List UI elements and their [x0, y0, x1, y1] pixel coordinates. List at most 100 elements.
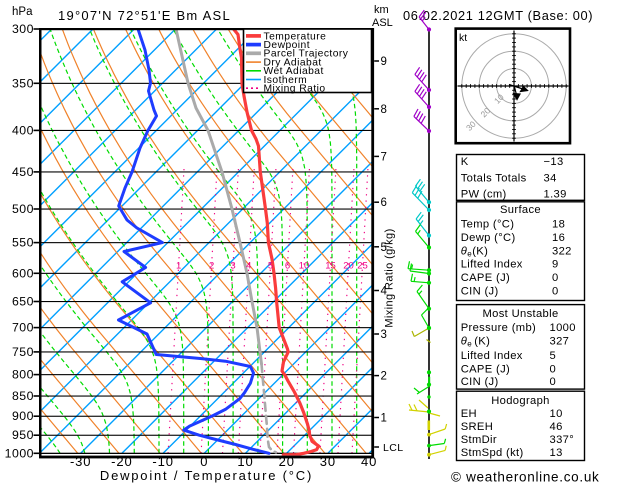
svg-text:300: 300: [12, 22, 34, 36]
svg-text:400: 400: [12, 123, 34, 137]
svg-text:3: 3: [230, 261, 235, 272]
svg-text:Dry Adiabat: Dry Adiabat: [264, 58, 322, 69]
svg-text:Temp (°C): Temp (°C): [461, 219, 515, 231]
svg-text:CAPE (J): CAPE (J): [461, 272, 510, 284]
svg-text:06.02.2021 12GMT (Base: 00): 06.02.2021 12GMT (Base: 00): [403, 8, 593, 23]
svg-text:46: 46: [550, 421, 563, 433]
svg-text:13: 13: [550, 447, 563, 459]
svg-text:e: e: [467, 249, 472, 258]
svg-text:350: 350: [12, 76, 34, 90]
svg-text:Dewp (°C): Dewp (°C): [461, 232, 516, 244]
svg-text:327: 327: [550, 335, 570, 347]
svg-text:(K): (K): [472, 245, 488, 257]
svg-text:0: 0: [550, 376, 557, 388]
svg-text:8: 8: [381, 104, 387, 116]
svg-text:40: 40: [361, 454, 377, 469]
svg-text:ASL: ASL: [372, 17, 393, 29]
svg-text:Lifted Index: Lifted Index: [461, 259, 523, 271]
svg-text:1000: 1000: [550, 322, 576, 334]
svg-text:0: 0: [550, 364, 557, 376]
svg-text:-20: -20: [111, 454, 133, 469]
svg-text:7: 7: [381, 151, 387, 163]
svg-text:500: 500: [12, 202, 34, 216]
svg-text:CIN (J): CIN (J): [461, 376, 499, 388]
svg-text:0: 0: [200, 454, 208, 469]
svg-text:16: 16: [552, 232, 565, 244]
svg-text:600: 600: [12, 266, 34, 280]
svg-text:Wet Adiabat: Wet Adiabat: [264, 66, 324, 77]
svg-text:1: 1: [381, 413, 387, 425]
svg-text:PW (cm): PW (cm): [461, 188, 507, 200]
svg-text:(K): (K): [474, 335, 490, 347]
svg-text:-10: -10: [152, 454, 174, 469]
svg-text:550: 550: [12, 236, 34, 250]
svg-text:0: 0: [552, 285, 559, 297]
svg-text:20: 20: [343, 261, 354, 272]
svg-text:5: 5: [381, 242, 387, 254]
svg-text:e: e: [467, 339, 472, 348]
svg-text:0: 0: [552, 272, 559, 284]
svg-text:K: K: [461, 156, 469, 168]
svg-text:Most Unstable: Most Unstable: [482, 308, 558, 320]
svg-text:2: 2: [209, 261, 214, 272]
svg-text:6: 6: [381, 197, 387, 209]
svg-text:SREH: SREH: [461, 421, 493, 433]
svg-text:Temperature: Temperature: [264, 31, 327, 42]
svg-text:−13: −13: [544, 156, 564, 168]
svg-text:Surface: Surface: [500, 204, 541, 216]
svg-text:km: km: [374, 4, 389, 16]
svg-text:10: 10: [299, 261, 310, 272]
svg-text:9: 9: [381, 56, 387, 68]
svg-text:450: 450: [12, 165, 34, 179]
svg-text:25: 25: [357, 261, 368, 272]
svg-text:30: 30: [320, 454, 336, 469]
svg-text:LCL: LCL: [383, 442, 403, 454]
svg-text:StmSpd (kt): StmSpd (kt): [461, 447, 524, 459]
svg-text:15: 15: [325, 261, 336, 272]
svg-text:5: 5: [268, 261, 273, 272]
svg-text:18: 18: [552, 219, 565, 231]
svg-text:Mixing Ratio: Mixing Ratio: [264, 84, 326, 95]
svg-text:6: 6: [285, 261, 290, 272]
svg-text:Lifted Index: Lifted Index: [461, 350, 523, 362]
svg-text:700: 700: [12, 321, 34, 335]
svg-text:1.39: 1.39: [544, 188, 567, 200]
svg-text:1: 1: [176, 261, 181, 272]
svg-text:9: 9: [552, 259, 559, 271]
svg-text:EH: EH: [461, 408, 477, 420]
svg-text:800: 800: [12, 368, 34, 382]
svg-text:-30: -30: [70, 454, 92, 469]
svg-text:2: 2: [381, 371, 387, 383]
svg-text:θ: θ: [461, 245, 467, 257]
svg-text:850: 850: [12, 389, 34, 403]
svg-text:Pressure (mb): Pressure (mb): [461, 322, 536, 334]
svg-text:StmDir: StmDir: [461, 434, 497, 446]
svg-text:4: 4: [246, 261, 251, 272]
svg-text:Isotherm: Isotherm: [264, 75, 308, 86]
svg-text:3: 3: [381, 329, 387, 341]
svg-text:322: 322: [552, 245, 572, 257]
svg-text:Totals Totals: Totals Totals: [461, 173, 527, 185]
svg-text:950: 950: [12, 428, 34, 442]
svg-text:CIN (J): CIN (J): [461, 285, 499, 297]
svg-text:© weatheronline.co.uk: © weatheronline.co.uk: [451, 470, 599, 485]
svg-text:10: 10: [550, 408, 563, 420]
svg-text:Dewpoint / Temperature (°C): Dewpoint / Temperature (°C): [100, 468, 313, 483]
svg-text:CAPE (J): CAPE (J): [461, 364, 510, 376]
svg-text:Hodograph: Hodograph: [491, 395, 550, 407]
svg-text:337°: 337°: [550, 434, 575, 446]
svg-text:θ: θ: [461, 335, 467, 347]
svg-text:1000: 1000: [5, 446, 34, 460]
svg-text:5: 5: [550, 350, 557, 362]
svg-text:4: 4: [381, 286, 388, 298]
svg-text:20: 20: [279, 454, 295, 469]
svg-text:10: 10: [237, 454, 253, 469]
svg-text:19°07'N 72°51'E Bm ASL: 19°07'N 72°51'E Bm ASL: [58, 8, 231, 23]
svg-text:hPa: hPa: [12, 6, 33, 18]
svg-text:34: 34: [544, 173, 557, 185]
svg-text:900: 900: [12, 409, 34, 423]
svg-text:Parcel Trajectory: Parcel Trajectory: [264, 49, 349, 60]
svg-text:kt: kt: [459, 32, 467, 44]
svg-text:Mixing Ratio (g/kg): Mixing Ratio (g/kg): [384, 228, 396, 327]
svg-text:650: 650: [12, 295, 34, 309]
